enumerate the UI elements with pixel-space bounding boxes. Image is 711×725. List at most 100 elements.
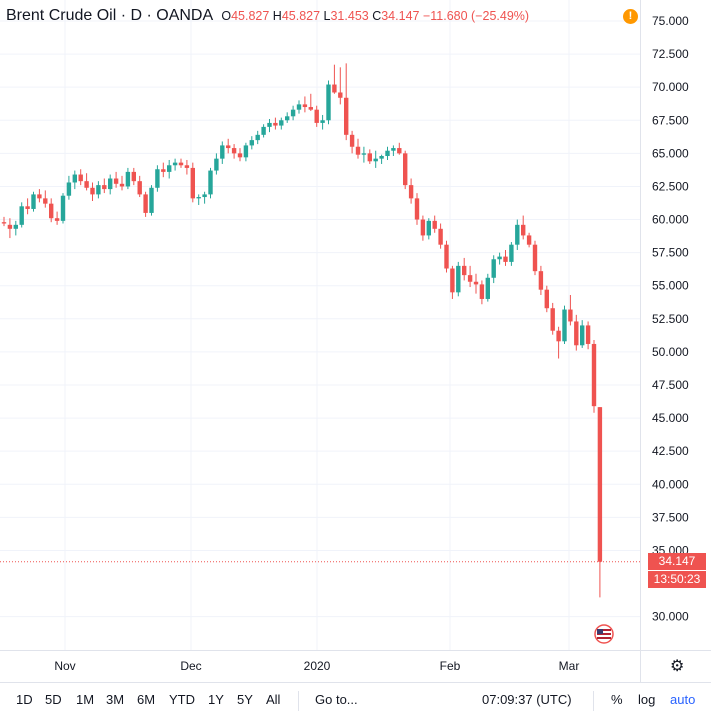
candle-body	[125, 171, 131, 187]
price-tick-label: 37.500	[652, 510, 689, 524]
candle-body	[184, 165, 190, 168]
time-axis[interactable]: Nov Dec 2020 Feb Mar	[0, 650, 711, 674]
candle	[78, 169, 83, 186]
candle-body	[131, 171, 136, 182]
candle	[285, 112, 290, 123]
candle-body	[119, 183, 125, 187]
candle	[43, 190, 48, 208]
price-tick-label: 65.000	[652, 146, 689, 160]
candle-body	[231, 148, 237, 154]
candle	[361, 146, 367, 163]
candle	[131, 167, 136, 186]
candle-body	[285, 116, 290, 121]
candle-body	[355, 146, 361, 155]
range-1m-button[interactable]: 1M	[76, 692, 95, 707]
candle-body	[60, 195, 66, 221]
candle	[515, 219, 520, 250]
goto-button[interactable]: Go to...	[315, 692, 358, 707]
candle-body	[302, 104, 308, 108]
range-1d-button[interactable]: 1D	[16, 692, 33, 707]
range-5d-button[interactable]: 5D	[45, 692, 62, 707]
candle	[509, 242, 514, 266]
candle	[532, 240, 538, 276]
candle-body	[49, 203, 54, 219]
candle-body	[113, 178, 119, 184]
candle-body	[526, 235, 532, 245]
price-tick-label: 67.500	[652, 113, 689, 127]
gear-icon[interactable]: ⚙	[670, 658, 685, 675]
flag-stripes	[597, 629, 611, 639]
candle	[125, 167, 131, 190]
candle-body	[96, 185, 101, 195]
candle	[491, 255, 496, 284]
candle	[267, 118, 272, 133]
percent-scale-button[interactable]: %	[611, 692, 623, 707]
candle	[13, 220, 18, 236]
auto-scale-button[interactable]: auto	[670, 692, 696, 707]
candle	[314, 105, 319, 127]
candle-body	[326, 84, 331, 121]
candle	[580, 320, 585, 348]
candle	[574, 314, 579, 351]
candle	[526, 232, 532, 248]
toolbar-divider	[298, 691, 299, 711]
alert-icon[interactable]: !	[623, 9, 638, 24]
candle-body	[249, 140, 254, 146]
candle-body	[108, 178, 113, 190]
candle-body	[438, 228, 443, 245]
chart-legend: Brent Crude Oil · D · OANDA O45.827 H45.…	[6, 7, 529, 25]
candle	[108, 174, 113, 195]
candle-body	[444, 244, 449, 269]
candle	[385, 146, 390, 160]
candle	[456, 261, 461, 297]
range-5y-button[interactable]: 5Y	[237, 692, 253, 707]
countdown-tag: 13:50:23	[648, 571, 706, 588]
close-value: 34.147	[381, 9, 420, 23]
candle-body	[308, 107, 313, 110]
candle-body	[379, 156, 384, 159]
range-ytd-button[interactable]: YTD	[169, 692, 195, 707]
candle	[332, 64, 337, 94]
candle-body	[102, 185, 107, 190]
candle-body	[54, 218, 60, 221]
log-scale-button[interactable]: log	[638, 692, 656, 707]
range-1y-button[interactable]: 1Y	[208, 692, 224, 707]
candle-body	[7, 224, 13, 229]
bottom-toolbar: 1D 5D 1M 3M 6M YTD 1Y 5Y All Go to... 07…	[0, 682, 711, 720]
candle-body	[391, 148, 396, 151]
range-all-button[interactable]: All	[266, 692, 281, 707]
candle-body	[568, 309, 573, 322]
candle-body	[143, 194, 148, 213]
candle-body	[367, 153, 372, 162]
clock-time[interactable]: 07:09:37 (UTC)	[482, 692, 572, 707]
candle-body	[314, 109, 319, 123]
candle-body	[25, 206, 30, 209]
candle-body	[332, 84, 337, 93]
candle	[178, 158, 184, 168]
range-3m-button[interactable]: 3M	[106, 692, 125, 707]
symbol-title[interactable]: Brent Crude Oil · D · OANDA	[6, 7, 214, 24]
range-6m-button[interactable]: 6M	[137, 692, 156, 707]
price-tick-label: 60.000	[652, 213, 689, 227]
candle	[1, 216, 7, 227]
grid-lines	[0, 0, 640, 650]
candle	[367, 149, 372, 164]
candle-body	[243, 145, 249, 158]
candle-body	[509, 244, 514, 262]
candle-body	[574, 321, 579, 346]
candle-body	[237, 153, 243, 158]
candle	[320, 114, 325, 130]
candle	[31, 191, 36, 212]
candle	[113, 171, 119, 188]
price-tick-label: 30.000	[652, 610, 689, 624]
price-axis[interactable]: 75.000 72.500 70.000 67.500 65.000 62.500 60.0…	[640, 0, 690, 682]
candle	[60, 193, 66, 224]
candle-body	[373, 158, 378, 162]
candle-body	[273, 122, 278, 126]
candle	[591, 339, 597, 413]
candle	[379, 154, 384, 164]
toolbar-divider	[593, 691, 594, 711]
time-tick-label: 2020	[304, 659, 331, 673]
